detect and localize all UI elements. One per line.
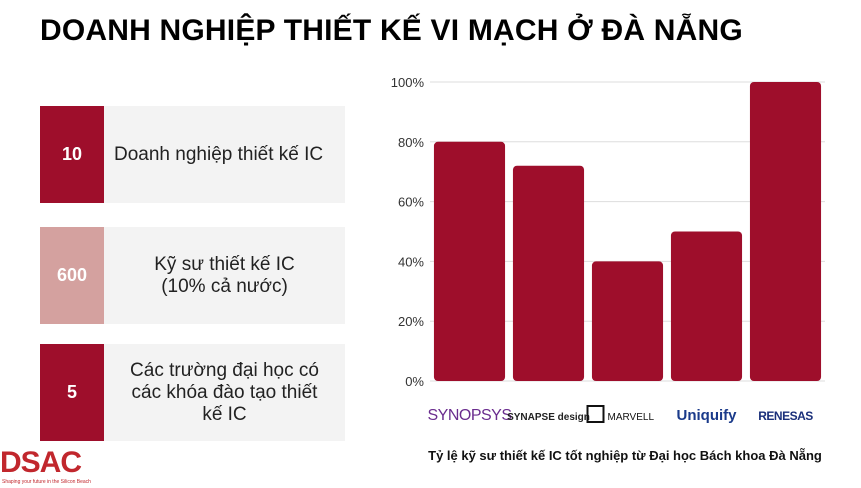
y-tick-label: 40% xyxy=(398,254,424,269)
stat-number: 5 xyxy=(40,344,104,441)
stat-number: 10 xyxy=(40,106,104,203)
bar-renesas xyxy=(749,82,822,381)
marvell-logo-mark xyxy=(586,405,605,423)
stat-number: 600 xyxy=(40,227,104,324)
bar-marvell xyxy=(591,261,664,381)
stat-label: Các trường đại học có các khóa đào tạo t… xyxy=(130,359,319,425)
x-category-label: SYNOPSYS xyxy=(427,407,511,424)
page-title: DOANH NGHIỆP THIẾT KẾ VI MẠCH Ở ĐÀ NẴNG xyxy=(40,14,743,47)
y-tick-label: 80% xyxy=(398,135,424,150)
stat-label: Doanh nghiệp thiết kế IC xyxy=(114,143,324,165)
chart-caption: Tỷ lệ kỹ sư thiết kế IC tốt nghiệp từ Đạ… xyxy=(428,448,822,463)
logo-tagline: Shaping your future in the Silicon Beach xyxy=(2,479,91,485)
bar-synopsys xyxy=(433,141,506,381)
bar-synapse-design xyxy=(512,165,585,381)
x-category-label: SYNAPSE design xyxy=(507,412,590,423)
bar-uniquify xyxy=(670,231,743,381)
x-category-label: RENESAS xyxy=(758,409,813,423)
y-tick-label: 0% xyxy=(405,374,424,389)
y-tick-label: 20% xyxy=(398,314,424,329)
y-tick-label: 60% xyxy=(398,195,424,210)
dsac-logo: DSAC Shaping your future in the Silicon … xyxy=(0,446,110,488)
stat-card-universities: 5 Các trường đại học có các khóa đào tạo… xyxy=(40,344,345,441)
y-tick-label: 100% xyxy=(391,75,425,90)
logo-text: DSAC xyxy=(0,446,82,479)
stat-card-engineers: 600 Kỹ sư thiết kế IC (10% cả nước) xyxy=(40,227,345,324)
x-category-label: MARVELL xyxy=(608,412,655,423)
stat-label: Kỹ sư thiết kế IC (10% cả nước) xyxy=(154,253,295,297)
x-category-label: Uniquify xyxy=(677,407,738,424)
stat-card-companies: 10 Doanh nghiệp thiết kế IC xyxy=(40,106,345,203)
